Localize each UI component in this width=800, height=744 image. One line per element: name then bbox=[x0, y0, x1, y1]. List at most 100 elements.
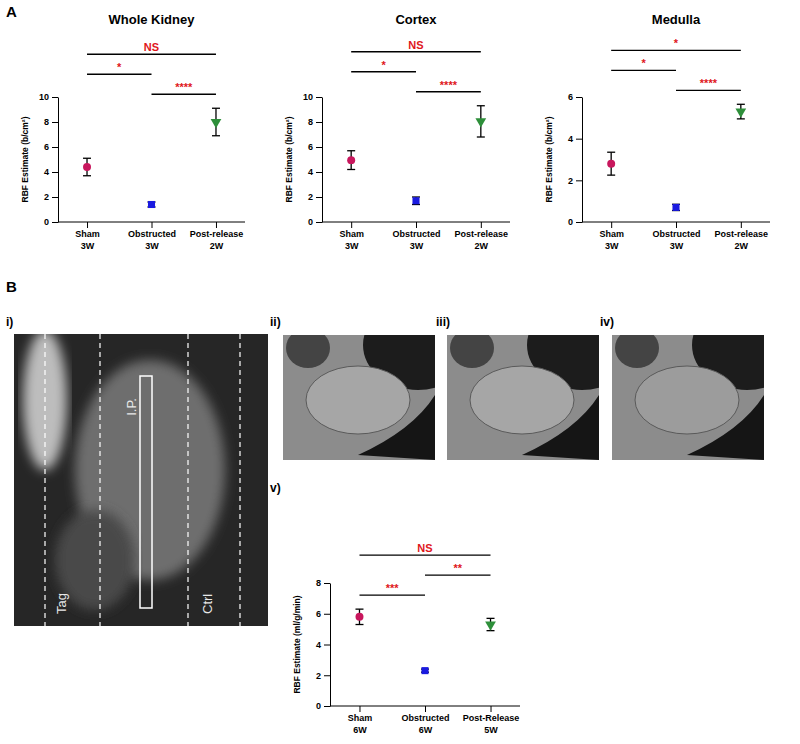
x-tick-mark bbox=[87, 222, 88, 228]
error-cap bbox=[607, 152, 615, 153]
y-tick-label: 4 bbox=[568, 134, 573, 144]
x-axis: Sham6WObstructed6WPost-Release5W bbox=[330, 706, 520, 735]
x-tick: Sham3W bbox=[599, 222, 624, 251]
x-tick-label: Post-Release 5W bbox=[463, 713, 520, 734]
y-tick-mark bbox=[576, 97, 582, 98]
image-kidney bbox=[470, 366, 574, 434]
sig-label: ** bbox=[453, 562, 462, 574]
x-tick-label-line: Sham bbox=[75, 229, 100, 239]
y-tick: 4 bbox=[44, 167, 58, 177]
y-tick-mark bbox=[52, 172, 58, 173]
y-tick-label: 6 bbox=[44, 142, 49, 152]
x-tick-label-line: Obstructed bbox=[128, 229, 176, 239]
point bbox=[412, 197, 419, 204]
point bbox=[421, 667, 428, 674]
marks bbox=[83, 108, 221, 208]
sig-bracket bbox=[87, 74, 151, 75]
y-tick: 4 bbox=[308, 167, 322, 177]
x-tick-label-line: 3W bbox=[410, 241, 424, 251]
y-tick-label: 2 bbox=[308, 192, 313, 202]
sig-bracket bbox=[611, 50, 741, 51]
error-cap bbox=[83, 175, 91, 176]
y-tick-label: 0 bbox=[44, 217, 49, 227]
y-axis-title: RBF Estimate (ml/g/min) bbox=[292, 595, 302, 693]
y-tick: 6 bbox=[308, 142, 322, 152]
sig-label: **** bbox=[700, 77, 718, 89]
marks bbox=[355, 609, 495, 674]
sig-bracket bbox=[359, 554, 490, 555]
y-tick-label: 8 bbox=[308, 117, 313, 127]
x-tick-label: Post-release 2W bbox=[455, 229, 509, 250]
marks bbox=[347, 106, 486, 205]
x-tick-label-line: Sham bbox=[599, 229, 624, 239]
y-tick: 8 bbox=[316, 578, 330, 588]
x-tick-label-line: 5W bbox=[484, 725, 498, 735]
y-tick-mark bbox=[52, 147, 58, 148]
x-tick-label-line: Obstructed bbox=[401, 713, 449, 723]
sig-bracket bbox=[359, 594, 425, 595]
point bbox=[607, 160, 615, 168]
y-tick: 4 bbox=[568, 134, 582, 144]
sig-bracket bbox=[152, 94, 216, 95]
y-axis-line bbox=[582, 98, 583, 223]
y-tick-mark bbox=[324, 645, 330, 646]
y-tick: 0 bbox=[568, 217, 582, 227]
y-tick: 0 bbox=[44, 217, 58, 227]
x-tick: Obstructed3W bbox=[652, 222, 700, 251]
point bbox=[211, 119, 222, 128]
x-tick: Post-Release 5W bbox=[463, 706, 520, 735]
x-tick-label-line: 2W bbox=[735, 241, 749, 251]
sig-bracket bbox=[676, 90, 741, 91]
x-tick-label: Sham3W bbox=[339, 229, 364, 250]
panel-label: B bbox=[6, 278, 17, 295]
x-tick: Obstructed6W bbox=[401, 706, 449, 735]
error-cap bbox=[487, 618, 495, 619]
y-tick: 2 bbox=[44, 192, 58, 202]
x-tick-label-line: Post-release bbox=[715, 229, 769, 239]
point bbox=[347, 156, 355, 164]
x-tick-mark bbox=[416, 222, 417, 228]
error-cap bbox=[737, 118, 745, 119]
y-tick-label: 2 bbox=[316, 671, 321, 681]
y-axis-title: RBF Estimate (b/cm²) bbox=[20, 116, 30, 202]
y-tick: 10 bbox=[303, 92, 322, 102]
y-tick-label: 10 bbox=[303, 92, 313, 102]
y-axis: 02468 bbox=[316, 578, 331, 711]
x-tick: Sham3W bbox=[339, 222, 364, 251]
y-tick: 10 bbox=[39, 92, 58, 102]
point bbox=[475, 118, 486, 127]
x-tick-mark bbox=[491, 706, 492, 712]
x-tick-label-line: Post-release bbox=[455, 229, 509, 239]
x-tick-label-line: 2W bbox=[210, 241, 224, 251]
x-tick-label: Obstructed3W bbox=[392, 229, 440, 250]
y-tick: 2 bbox=[308, 192, 322, 202]
error-cap bbox=[607, 174, 615, 175]
x-tick: Sham6W bbox=[348, 706, 373, 735]
image-edge bbox=[358, 395, 435, 460]
y-tick-mark bbox=[316, 172, 322, 173]
y-tick-mark bbox=[316, 122, 322, 123]
image-label: Tag bbox=[54, 593, 69, 614]
x-tick: Sham3W bbox=[75, 222, 100, 251]
sig-label: **** bbox=[175, 81, 193, 93]
x-tick-label: Post-release 2W bbox=[715, 229, 769, 250]
image-label: Ctrl bbox=[200, 594, 215, 614]
x-tick: Obstructed3W bbox=[128, 222, 176, 251]
x-tick-label-line: 6W bbox=[353, 725, 367, 735]
y-tick-label: 4 bbox=[316, 640, 321, 650]
y-tick-mark bbox=[324, 675, 330, 676]
x-axis: Sham3W Obstructed3W Post-release 2W bbox=[322, 222, 510, 251]
sig-label: * bbox=[117, 61, 122, 73]
error-cap bbox=[477, 105, 485, 106]
y-tick-mark bbox=[52, 97, 58, 98]
x-tick-label-line: 2W bbox=[475, 241, 489, 251]
x-tick-label-line: Post-Release bbox=[463, 713, 520, 723]
chart: MedullaRBF Estimate (b/cm²)0246Sham3WObs… bbox=[544, 12, 770, 251]
chart: RBF Estimate (ml/g/min)02468Sham6WObstru… bbox=[292, 542, 520, 735]
panel-label: A bbox=[6, 3, 17, 20]
y-tick-label: 4 bbox=[308, 167, 313, 177]
y-tick-label: 0 bbox=[568, 217, 573, 227]
x-tick: Post-release 2W bbox=[715, 222, 769, 251]
y-tick-mark bbox=[52, 222, 58, 223]
chart: Whole KidneyRBF Estimate (b/cm²)0246810S… bbox=[20, 12, 245, 251]
